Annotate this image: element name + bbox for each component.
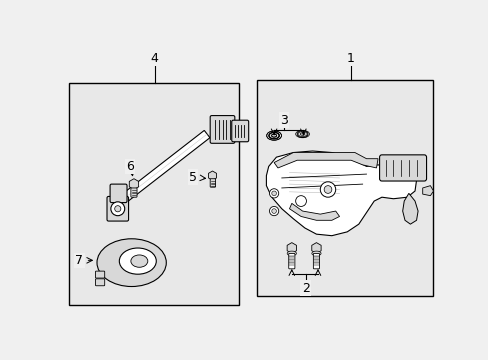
Polygon shape (289, 203, 339, 220)
Circle shape (271, 209, 276, 213)
FancyBboxPatch shape (313, 253, 319, 269)
FancyBboxPatch shape (131, 188, 137, 197)
Polygon shape (115, 130, 209, 207)
Circle shape (111, 202, 124, 216)
Text: 7: 7 (75, 254, 83, 267)
FancyBboxPatch shape (95, 271, 104, 278)
Text: 4: 4 (150, 52, 159, 65)
Bar (68, 83, 239, 305)
Text: 5: 5 (189, 171, 197, 184)
Text: 6: 6 (126, 160, 134, 173)
Ellipse shape (131, 255, 147, 267)
Ellipse shape (297, 131, 307, 138)
Ellipse shape (286, 251, 296, 256)
Circle shape (269, 189, 278, 198)
Ellipse shape (268, 132, 279, 139)
Circle shape (271, 191, 276, 195)
FancyBboxPatch shape (231, 120, 248, 142)
Bar (257, 80, 432, 296)
Polygon shape (422, 186, 432, 195)
Ellipse shape (311, 251, 321, 256)
Text: 1: 1 (346, 52, 354, 65)
Text: 3: 3 (280, 114, 287, 127)
Polygon shape (266, 151, 416, 236)
FancyBboxPatch shape (288, 253, 294, 269)
FancyBboxPatch shape (107, 197, 128, 221)
FancyBboxPatch shape (210, 179, 215, 187)
FancyBboxPatch shape (379, 155, 426, 181)
Circle shape (320, 182, 335, 197)
FancyBboxPatch shape (95, 279, 104, 286)
Circle shape (115, 206, 121, 212)
Circle shape (269, 206, 278, 216)
Text: 2: 2 (301, 282, 309, 294)
Ellipse shape (119, 248, 156, 274)
FancyBboxPatch shape (210, 116, 234, 143)
Circle shape (295, 195, 306, 206)
FancyBboxPatch shape (110, 184, 127, 203)
Circle shape (324, 186, 331, 193)
Ellipse shape (97, 239, 166, 287)
Polygon shape (402, 193, 417, 224)
Polygon shape (274, 153, 377, 168)
